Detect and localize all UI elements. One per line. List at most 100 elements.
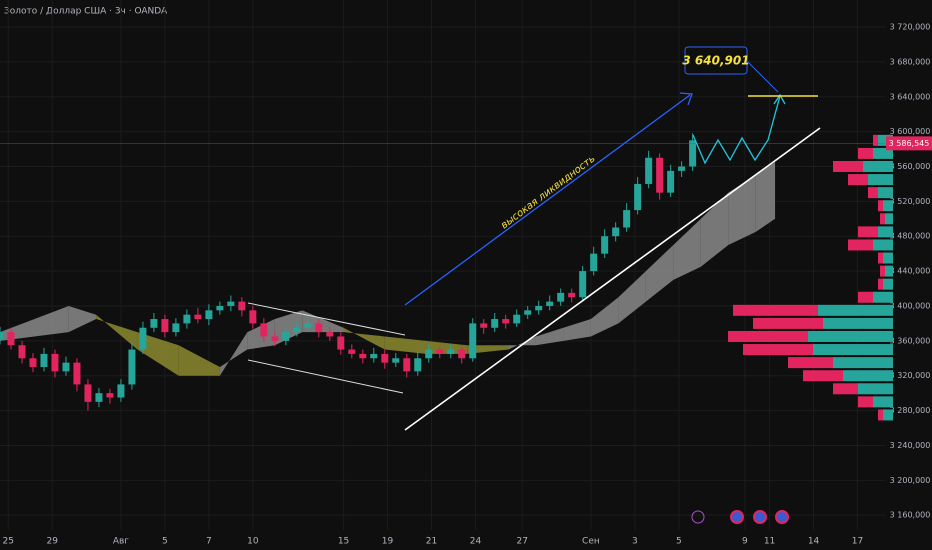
volume-up [873,239,893,251]
candle-body [623,210,631,228]
candle-body [370,353,378,359]
volume-up [885,213,893,225]
candle-body [326,332,334,337]
volume-up [878,187,893,199]
event-icon [775,510,789,524]
volume-up [833,357,893,369]
x-tick-label: 29 [46,537,58,547]
volume-up [818,304,893,316]
candle-body [513,314,521,324]
volume-up [883,200,893,212]
volume-up [823,317,893,329]
candle-body [447,349,455,354]
candle-body [238,301,246,311]
volume-down [803,370,843,382]
x-tick-label: 21 [426,537,437,547]
candle-body [436,349,444,354]
x-tick-label: 25 [3,537,14,547]
candle-body [392,358,400,363]
candle-body [601,236,609,254]
volume-down [848,239,873,251]
volume-down [833,160,863,172]
candle-body [293,327,301,333]
x-tick-label: Авг [113,537,129,547]
candle-body [95,393,103,402]
candle-body [260,323,268,337]
volume-down [878,278,883,290]
cloud-segment [343,327,385,350]
volume-down [878,252,883,264]
cloud-segment [68,305,97,333]
candle-body [656,157,664,193]
volume-down [743,344,813,356]
y-tick-label: 3 200,000 [890,476,931,485]
x-tick-label: 5 [162,537,168,547]
candle-body [51,353,59,372]
candle-body [172,323,180,333]
candle-body [271,336,279,341]
volume-up [813,344,893,356]
event-icon [730,510,744,524]
callout-line [747,61,779,93]
volume-up [873,291,893,303]
cloud-segment [384,336,427,354]
target-box [684,46,748,75]
volume-up [873,396,893,408]
volume-up [885,265,893,277]
y-tick-label: 3 160,000 [890,511,931,520]
x-tick-label: 10 [247,537,259,547]
candle-body [73,362,81,385]
volume-down [833,383,858,395]
volume-up [858,383,893,395]
volume-down [788,357,833,369]
candle-body [634,183,642,211]
candle-body [425,349,433,359]
candle-body [315,323,323,333]
candle-body [458,349,466,359]
candle-body [381,353,389,363]
candle-body [667,170,675,193]
candle-body [491,319,499,328]
candle-body [612,227,620,237]
volume-up [883,409,893,421]
x-tick-label: 27 [516,537,527,547]
cloud-segment [590,297,619,337]
x-tick-label: Сен [582,537,600,547]
cloud-segment [563,319,591,341]
last-price-box [886,136,932,151]
volume-down [880,265,885,277]
candle-body [205,310,213,320]
cloud-segment [219,332,248,376]
candle-body [29,358,37,367]
candle-body [0,332,4,340]
volume-down [753,317,823,329]
volume-down [878,409,883,421]
candle-body [216,305,224,311]
volume-up [883,252,893,264]
x-tick-label: 15 [338,537,349,547]
y-tick-label: 3 680,000 [890,57,931,66]
last-price-label: 3 586,545 [889,139,930,148]
volume-down [858,226,878,238]
x-tick-label: 14 [808,537,820,547]
x-tick-label: 17 [852,537,863,547]
volume-down [733,304,818,316]
candle-body [84,384,92,402]
event-icon [691,510,705,524]
candle-body [524,310,532,315]
volume-down [728,330,808,342]
candle-body [139,327,147,350]
y-tick-label: 3 400,000 [890,301,931,310]
y-tick-label: 3 640,000 [890,92,931,101]
candle-body [678,166,686,171]
candle-body [557,292,565,302]
volume-up [863,160,893,172]
y-tick-label: 3 360,000 [890,336,931,345]
y-tick-label: 3 560,000 [890,162,931,171]
channel-line [247,302,406,336]
cloud-segment [467,345,509,354]
candle-body [546,301,554,306]
candle-body [469,323,477,359]
zigzag [692,95,781,165]
volume-up [873,147,893,159]
